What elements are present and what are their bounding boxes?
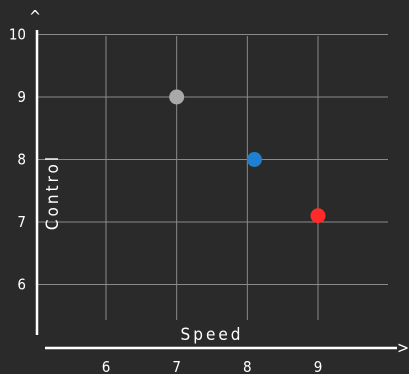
y-tick-label-7: 7: [17, 213, 26, 231]
y-tick-label-10: 10: [9, 26, 26, 44]
x-tick-labels: 6 7 8 9: [102, 358, 323, 374]
x-axis-arrow: >: [397, 338, 409, 357]
y-axis-arrow: ^: [29, 7, 41, 26]
data-point-2: [246, 152, 262, 167]
data-points: [169, 89, 326, 224]
y-tick-label-9: 9: [17, 88, 26, 106]
y-axis-label: Control: [43, 154, 63, 230]
axes: ^ >: [29, 7, 409, 357]
grid-lines: [37, 34, 388, 320]
x-tick-label-6: 6: [102, 358, 111, 374]
x-tick-label-9: 9: [314, 358, 323, 374]
data-point-3: [310, 208, 326, 224]
y-tick-label-8: 8: [17, 151, 26, 169]
x-axis-label: Speed: [181, 325, 244, 345]
x-tick-label-7: 7: [172, 358, 181, 374]
data-point-1: [169, 89, 185, 105]
y-tick-labels: 6 7 8 9 10: [9, 26, 26, 294]
x-tick-label-8: 8: [243, 358, 252, 374]
y-tick-label-6: 6: [17, 276, 26, 294]
